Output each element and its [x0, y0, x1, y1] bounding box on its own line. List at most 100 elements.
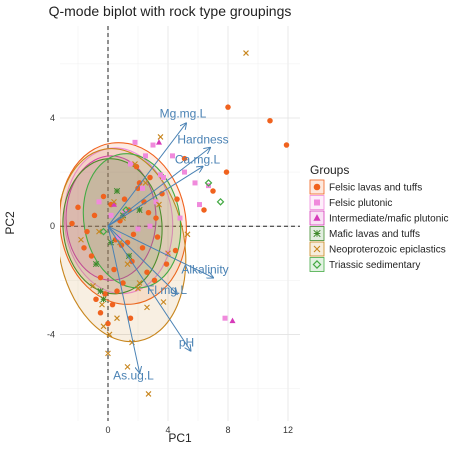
data-point [92, 260, 100, 268]
data-point [153, 199, 159, 205]
x-tick-label: 4 [165, 425, 170, 435]
chart-title: Q-mode biplot with rock type groupings [49, 3, 292, 19]
data-point [140, 185, 145, 191]
loading-arrow [107, 123, 186, 227]
data-point [210, 188, 216, 194]
legend-label: Intermediate/mafic plutonic [329, 214, 449, 225]
data-point [111, 198, 117, 205]
y-tick-label: 0 [50, 221, 55, 231]
data-point [96, 228, 102, 235]
data-point [106, 331, 113, 338]
data-point [156, 201, 162, 208]
data-point [100, 193, 107, 200]
data-point [84, 228, 90, 235]
data-point [201, 207, 207, 213]
data-point [88, 253, 95, 259]
y-axis-title: PC2 [3, 211, 17, 235]
x-axis-title: PC1 [168, 431, 192, 445]
data-point [91, 212, 98, 219]
data-point [135, 185, 141, 192]
data-point [145, 391, 152, 397]
data-point [130, 231, 137, 238]
data-point [111, 266, 117, 273]
data-point [144, 269, 150, 275]
data-point [136, 180, 143, 186]
data-point [154, 234, 161, 240]
data-point [223, 169, 230, 175]
reference-lines [60, 26, 300, 421]
data-point [163, 261, 170, 267]
data-point [124, 261, 131, 267]
data-point [160, 299, 167, 305]
y-tick-label: -4 [47, 329, 55, 339]
data-point [283, 142, 290, 148]
data-point [267, 117, 273, 124]
legend-label: Mafic lavas and tuffs [329, 229, 420, 240]
data-point [114, 315, 120, 322]
data-point [97, 274, 104, 281]
legend-label: Neoproterozoic epiclastics [329, 245, 446, 256]
data-point [156, 139, 162, 145]
x-tick-label: 0 [105, 425, 110, 435]
legend-item: Felsic lavas and tuffs [309, 179, 422, 195]
data-point [124, 364, 131, 370]
legend-item: Triassic sedimentary [309, 257, 420, 272]
data-point [136, 280, 143, 286]
data-point [105, 320, 111, 327]
data-point [157, 134, 164, 140]
data-point [192, 180, 198, 186]
data-point [135, 285, 141, 292]
data-point [128, 161, 133, 167]
data-point [78, 236, 84, 243]
data-point [121, 196, 128, 202]
data-point [133, 163, 140, 170]
data-point [143, 153, 148, 159]
data-point [170, 153, 175, 159]
legend-marker [313, 214, 321, 221]
legend-item: Intermediate/mafic plutonic [309, 210, 449, 226]
data-point [150, 142, 156, 148]
data-point [135, 226, 141, 232]
data-point [174, 196, 180, 202]
data-point [197, 202, 202, 208]
legend: Groups Felsic lavas and tuffs Felsic plut… [309, 163, 449, 272]
legend-item: Mafic lavas and tuffs [309, 226, 420, 241]
loading-label: Mg.mg.L [160, 106, 207, 120]
data-point [204, 179, 213, 187]
data-point [75, 204, 81, 211]
data-point [93, 296, 99, 303]
data-point [153, 215, 159, 221]
loading-label: Hardness [177, 133, 228, 147]
loading-arrow [107, 167, 203, 227]
data-point [99, 227, 108, 236]
legend-label: Felsic lavas and tuffs [329, 183, 422, 194]
data-point [225, 104, 231, 110]
data-point [105, 350, 111, 357]
data-point [184, 231, 191, 238]
loading-label: pH [179, 336, 194, 350]
x-tick-label: 8 [225, 425, 230, 435]
plot-panel [60, 26, 300, 421]
legend-title: Groups [310, 163, 349, 177]
data-point [109, 301, 116, 308]
legend-item: Felsic plutonic [309, 195, 392, 210]
data-point [113, 187, 121, 195]
data-point [158, 172, 163, 178]
data-point [147, 174, 153, 181]
data-point [161, 175, 166, 181]
data-point [177, 215, 183, 221]
data-point [97, 288, 104, 295]
legend-label: Triassic sedimentary [329, 260, 420, 271]
legend-marker [313, 183, 321, 191]
data-point [142, 180, 149, 186]
data-point [119, 212, 127, 219]
legend-marker [312, 260, 322, 269]
loading-label: Ca.mg.L [175, 153, 221, 167]
data-point [132, 139, 138, 145]
data-point [100, 296, 107, 303]
data-point [182, 169, 187, 175]
data-point [216, 198, 225, 206]
data-point [159, 190, 165, 197]
data-point [222, 315, 228, 321]
